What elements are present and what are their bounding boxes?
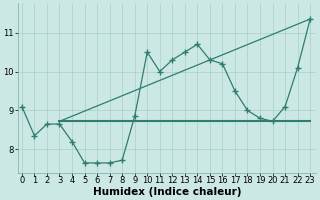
X-axis label: Humidex (Indice chaleur): Humidex (Indice chaleur) — [93, 187, 242, 197]
